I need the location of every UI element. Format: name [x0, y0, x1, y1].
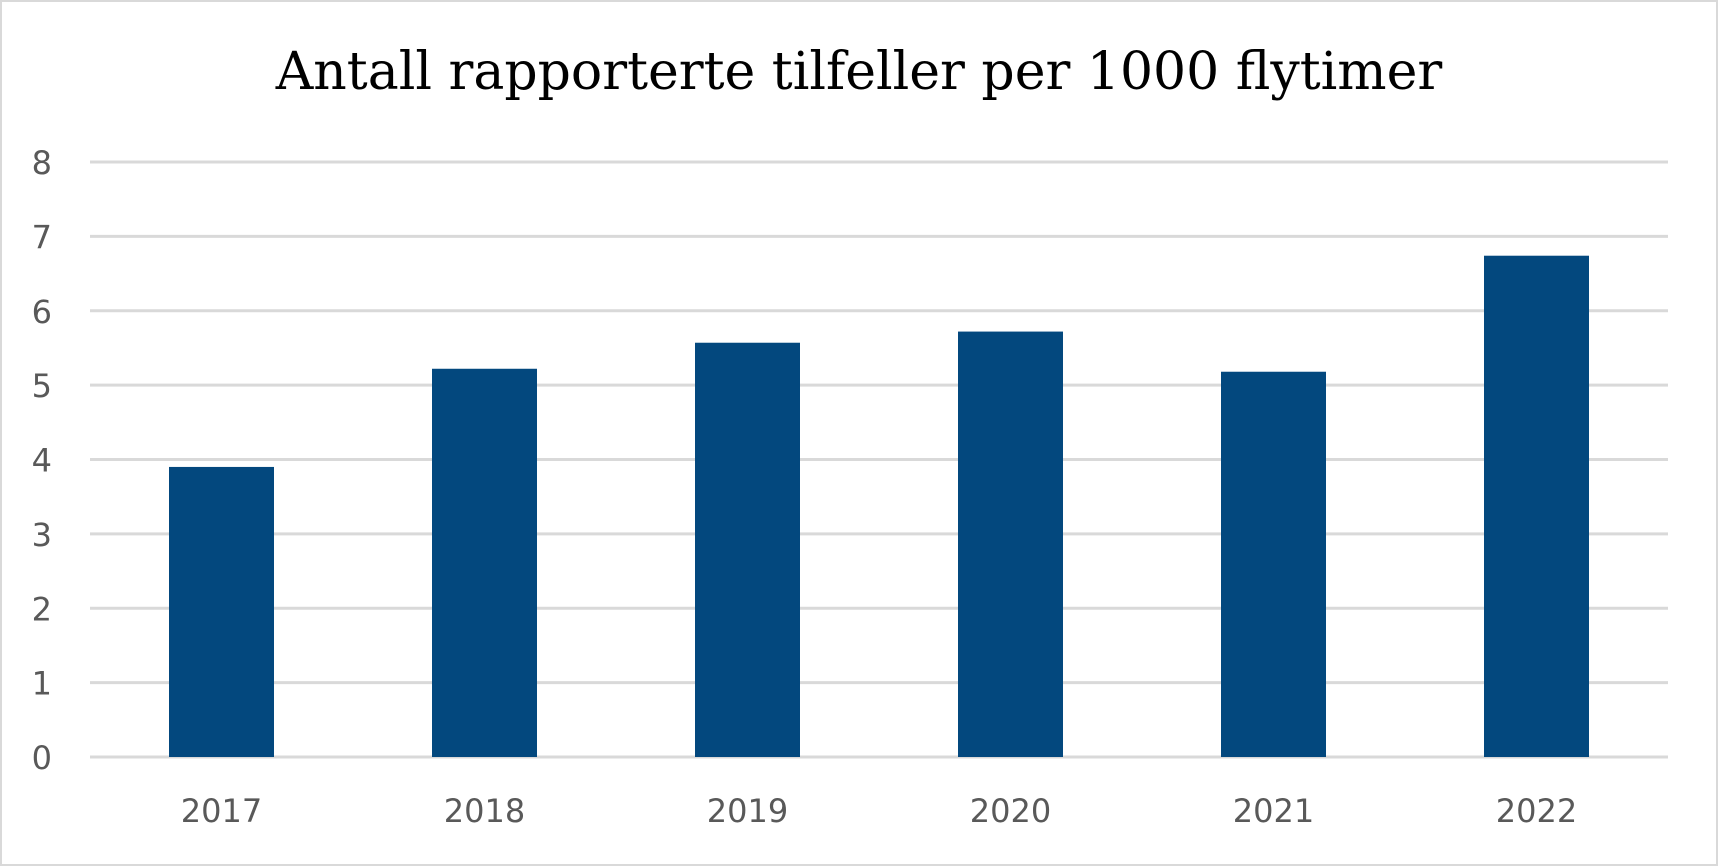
bar-2018 — [432, 368, 537, 757]
bar-2020 — [958, 331, 1063, 757]
bar-2022 — [1484, 255, 1589, 757]
gridlines — [90, 160, 1668, 759]
bar-2021 — [1221, 371, 1326, 757]
bar-2019 — [695, 342, 800, 757]
x-tick-label: 2017 — [181, 792, 262, 830]
chart-title: Antall rapporterte tilfeller per 1000 fl… — [275, 42, 1443, 102]
x-tick-label: 2021 — [1233, 792, 1314, 830]
bar-2017 — [169, 466, 274, 757]
x-tick-label: 2022 — [1496, 792, 1577, 830]
y-tick-label: 6 — [32, 293, 52, 331]
y-tick-label: 0 — [32, 739, 52, 777]
y-tick-label: 5 — [32, 367, 52, 405]
x-tick-label: 2020 — [970, 792, 1051, 830]
x-tick-label: 2019 — [707, 792, 788, 830]
x-axis-ticks: 2017 2018 2019 2020 2021 2022 — [181, 792, 1577, 830]
y-tick-label: 3 — [32, 516, 52, 554]
y-tick-label: 2 — [32, 590, 52, 628]
y-tick-label: 7 — [32, 218, 52, 256]
x-tick-label: 2018 — [444, 792, 525, 830]
y-tick-label: 1 — [32, 665, 52, 703]
y-axis-ticks: 0 1 2 3 4 5 6 7 8 — [32, 144, 52, 777]
y-tick-label: 8 — [32, 144, 52, 182]
y-tick-label: 4 — [32, 442, 52, 480]
bars — [169, 255, 1589, 757]
